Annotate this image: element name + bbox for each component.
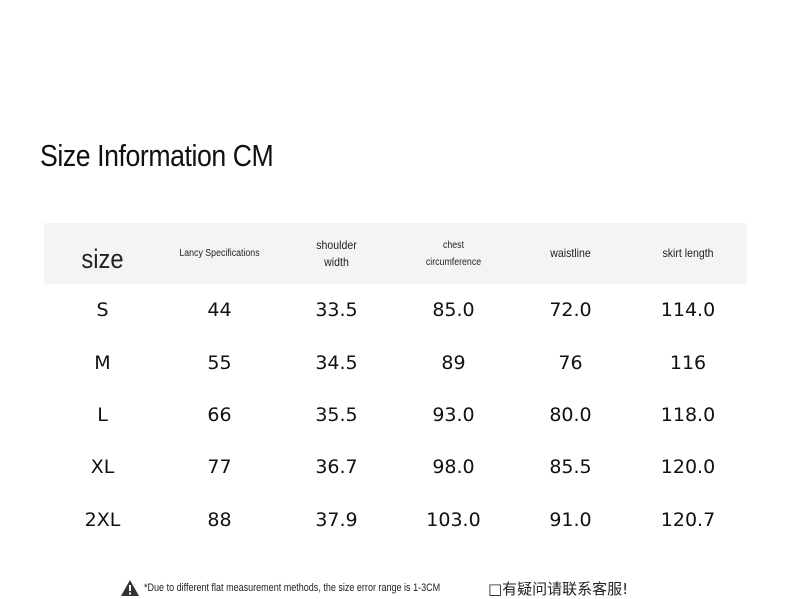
table-cell: 36.7 [315,456,358,479]
table-cell: 85.5 [549,456,592,479]
table-cell: 35.5 [315,403,358,426]
table-header-row: size Lancy Specifications shoulder width… [44,223,747,284]
table-cell: 88 [207,508,232,531]
table-cell: 44 [207,299,232,322]
table-cell: 55 [207,351,232,374]
table-cell: 2XL [84,508,121,531]
table-cell: 114.0 [660,299,716,322]
table-cell: 77 [207,456,232,479]
table-cell: 91.0 [549,508,592,531]
table-row: L 66 35.5 93.0 80.0 118.0 [44,389,747,441]
table-row: S 44 33.5 85.0 72.0 114.0 [44,284,747,336]
table-cell: L [97,403,108,426]
table-row: 2XL 88 37.9 103.0 91.0 120.7 [44,494,747,546]
table-cell: M [94,351,111,374]
table-cell: 118.0 [660,403,716,426]
table-cell: 72.0 [549,299,592,322]
table-cell: 120.7 [660,508,716,531]
table-cell: 98.0 [432,456,475,479]
table-row: M 55 34.5 89 76 116 [44,336,747,388]
table-cell: 93.0 [432,403,475,426]
table-cell: XL [90,456,115,479]
header-shoulder-width: shoulder width [316,237,357,269]
table-cell: 37.9 [315,508,358,531]
header-skirt-length: skirt length [662,246,714,260]
table-row: XL 77 36.7 98.0 85.5 120.0 [44,441,747,493]
header-size: size [81,243,124,274]
table-cell: 80.0 [549,403,592,426]
table-cell: S [96,299,109,322]
note-text-en: *Due to different flat measurement metho… [144,582,441,594]
warning-icon [121,580,139,596]
header-lancy-specifications: Lancy Specifications [179,248,260,259]
table-cell: 33.5 [315,299,358,322]
header-waistline: waistline [550,246,591,260]
table-cell: 76 [558,351,583,374]
measurement-note: *Due to different flat measurement metho… [120,577,628,599]
table-cell: 66 [207,403,232,426]
page-title: Size Information CM [40,138,274,173]
table-cell: 89 [441,351,466,374]
table-cell: 120.0 [660,456,716,479]
size-table: size Lancy Specifications shoulder width… [44,223,747,546]
table-cell: 103.0 [426,508,481,531]
table-cell: 116 [669,351,707,374]
table-cell: 34.5 [315,351,358,374]
table-cell: 85.0 [432,299,475,322]
note-text-cn: □有疑问请联系客服! [488,579,629,598]
header-chest-circumference: chest circumference [425,239,482,268]
